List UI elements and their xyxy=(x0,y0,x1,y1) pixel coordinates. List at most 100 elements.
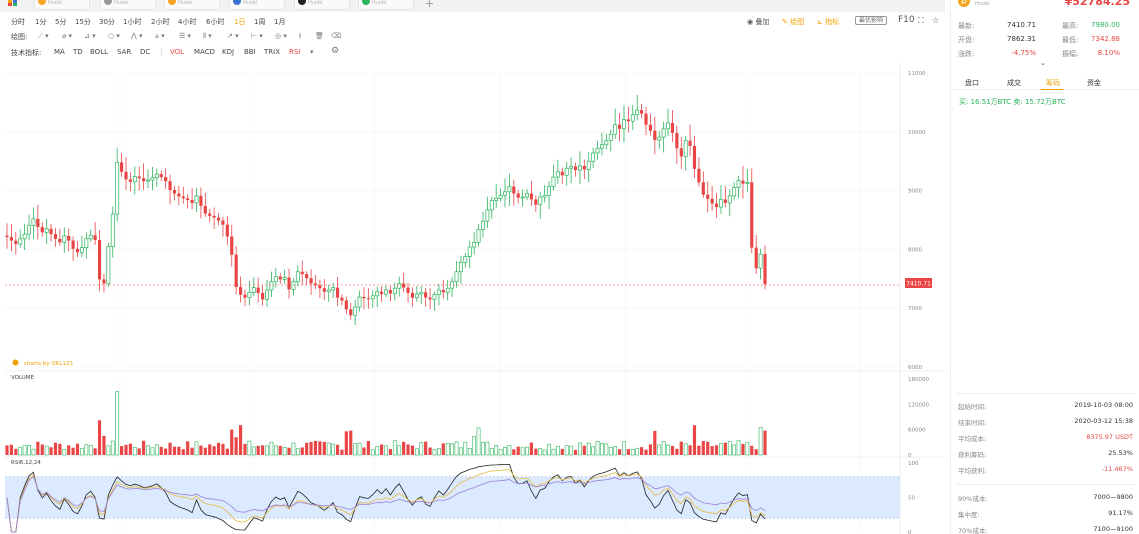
timeframe-item[interactable]: 30分 xyxy=(99,18,115,26)
volume-bar xyxy=(498,449,503,456)
volume-bar xyxy=(203,447,207,455)
candle-body xyxy=(44,228,49,233)
candle-body xyxy=(313,283,318,286)
visibility-tool-icon[interactable]: ◎ ▾ xyxy=(275,32,287,40)
pattern-tool-icon[interactable]: ⩓ ▾ xyxy=(155,32,165,40)
measure-tool-icon[interactable]: ⊢ ▾ xyxy=(251,32,263,40)
zigzag-tool-icon[interactable]: ⋀ ▾ xyxy=(131,32,143,40)
candle-body xyxy=(335,287,340,298)
indicator-td[interactable]: TD xyxy=(73,48,83,56)
volume-bar xyxy=(269,441,274,456)
overlay-button[interactable]: ◉ 叠加 xyxy=(747,17,769,27)
tab-1[interactable]: Huobi xyxy=(34,0,90,10)
timeframe-item[interactable]: 5分 xyxy=(55,18,67,26)
price-cny: ¥52784.25 xyxy=(1064,0,1130,8)
tab-funds[interactable]: 资金 xyxy=(1087,79,1101,87)
chevron-down-icon[interactable]: ⌄ xyxy=(1040,59,1046,67)
apps-grid-icon[interactable] xyxy=(8,0,18,6)
tab-5[interactable]: Huobi xyxy=(294,0,350,10)
tab-trades[interactable]: 成交 xyxy=(1007,79,1021,87)
timeframe-item[interactable]: 1月 xyxy=(274,18,286,26)
eraser-icon[interactable]: ⌫ xyxy=(331,32,341,40)
candle-body xyxy=(190,200,194,203)
tab-label: Huobi xyxy=(178,0,193,6)
fullscreen-icon[interactable]: ⛶ xyxy=(918,16,924,25)
indicator-ma[interactable]: MA xyxy=(54,48,65,56)
volume-bar xyxy=(326,442,331,456)
candlestick-chart[interactable]: 7000 11000100009000800070006000180000120… xyxy=(0,63,945,534)
indicator-trix[interactable]: TRIX xyxy=(264,48,280,56)
ray-tool-icon[interactable]: ⊿ ▾ xyxy=(84,32,96,40)
candle-body xyxy=(230,236,234,255)
compare-button[interactable]: 最优影响 xyxy=(855,16,888,25)
timeframe-item[interactable]: 6小时 xyxy=(206,18,225,26)
low-value: 7342.88 xyxy=(1091,35,1120,43)
indicator-rsi[interactable]: RSI xyxy=(289,48,301,56)
f10-button[interactable]: F10 xyxy=(898,15,915,25)
indicator-boll[interactable]: BOLL xyxy=(90,48,108,56)
tab-orderbook[interactable]: 盘口 xyxy=(965,79,979,87)
timeframe-item[interactable]: 分时 xyxy=(11,18,25,26)
timeframe-item[interactable]: 2小时 xyxy=(151,18,170,26)
add-tab-icon[interactable]: + xyxy=(425,0,435,10)
volume-bar xyxy=(586,442,591,456)
gear-icon[interactable]: ⚙ xyxy=(331,46,340,56)
tab-4[interactable]: Huobi xyxy=(229,0,285,10)
volume-bar xyxy=(177,446,181,455)
volume-bar xyxy=(569,445,573,456)
trash-icon[interactable]: 🗑 xyxy=(315,32,324,40)
candle-body xyxy=(212,215,216,218)
timeframe-item[interactable]: 4小时 xyxy=(178,18,197,26)
indicator-sar[interactable]: SAR xyxy=(117,48,132,56)
volume-tick-label: 0 xyxy=(908,453,912,459)
price-tick-label: 10000 xyxy=(908,130,926,136)
shape-tool-icon[interactable]: ○ ▾ xyxy=(108,32,120,40)
stat-label: 平均成本: xyxy=(958,435,987,443)
tab-3[interactable]: Huobi xyxy=(164,0,220,10)
timeframe-item[interactable]: 1分 xyxy=(35,18,47,26)
arrow-tool-icon[interactable]: ↗ ▾ xyxy=(227,32,239,40)
gann-tool-icon[interactable]: ⦀ ▾ xyxy=(203,32,212,40)
magnet-tool-icon[interactable]: ⫲ xyxy=(299,32,302,40)
volume-bar xyxy=(216,442,221,455)
tab-chips[interactable]: 筹码 xyxy=(1046,79,1060,87)
line-tool-icon[interactable]: ⟋ ▾ xyxy=(38,32,49,40)
tab-6[interactable]: Huobi xyxy=(358,0,414,10)
timeframe-item-active[interactable]: 1日 xyxy=(234,18,246,26)
chevron-down-icon[interactable]: ▾ xyxy=(310,48,314,56)
candle-body xyxy=(745,182,750,184)
indicator-dc[interactable]: DC xyxy=(140,48,151,56)
volume-bar xyxy=(542,449,547,456)
last-price-label: 7410.71 xyxy=(906,281,931,288)
indicator-bbi[interactable]: BBI xyxy=(244,48,256,56)
indicator-macd[interactable]: MACD xyxy=(194,48,215,56)
volume-bar xyxy=(419,442,424,456)
candle-body xyxy=(476,229,481,243)
fib-tool-icon[interactable]: ☰ ▾ xyxy=(179,32,192,40)
timeframe-item[interactable]: 1周 xyxy=(254,18,266,26)
candle-body xyxy=(732,187,737,197)
candle-body xyxy=(53,234,58,239)
star-icon[interactable]: ☆ xyxy=(932,16,940,25)
candle-body xyxy=(441,289,445,293)
candle-body xyxy=(512,186,516,194)
volume-bar xyxy=(31,448,36,456)
brush-tool-icon[interactable]: ⌀ ▾ xyxy=(62,32,72,40)
timeframe-item[interactable]: 15分 xyxy=(75,18,91,26)
candle-body xyxy=(344,300,348,310)
timeframe-item[interactable]: 1小时 xyxy=(123,18,142,26)
candle-body xyxy=(269,281,274,291)
volume-bar xyxy=(525,446,529,456)
volume-bar xyxy=(630,448,635,456)
volume-bar xyxy=(384,445,388,456)
indicator-button[interactable]: ⊾ 指标 xyxy=(817,17,839,27)
candle-body xyxy=(88,234,93,240)
candle-body xyxy=(613,124,618,135)
rsi-tick-label: 0 xyxy=(908,530,912,534)
tab-2[interactable]: Huobi xyxy=(100,0,156,10)
indicator-kdj[interactable]: KDJ xyxy=(222,48,235,56)
candle-body xyxy=(489,200,494,211)
indicator-vol[interactable]: VOL xyxy=(170,48,185,56)
draw-button[interactable]: ✎ 绘图 xyxy=(782,17,804,27)
candle-body xyxy=(406,287,410,293)
